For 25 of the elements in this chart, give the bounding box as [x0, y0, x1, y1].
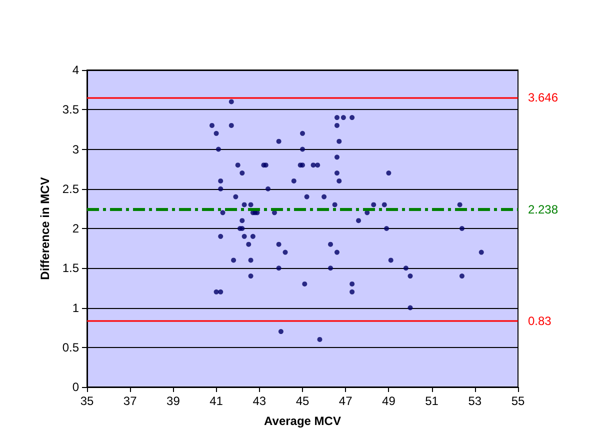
- y-axis-title: Difference in MCV: [38, 177, 52, 280]
- x-tick-label: 45: [296, 394, 310, 408]
- y-tick-label: 2: [72, 222, 80, 236]
- x-axis-title: Average MCV: [264, 414, 341, 428]
- y-tick-label: 4: [72, 63, 80, 77]
- y-tick-label: 1: [72, 300, 80, 315]
- x-tick-label: 35: [80, 394, 94, 408]
- y-tick-label: 3: [72, 142, 80, 156]
- y-tick-label: 1.5: [62, 261, 80, 276]
- y-tick-label: 0.5: [62, 340, 80, 354]
- x-tick-label: 37: [123, 394, 138, 408]
- x-tick-label: 55: [511, 394, 525, 408]
- x-tick-label: 39: [166, 394, 180, 408]
- y-tick-label: 0: [72, 380, 80, 394]
- x-tick-label: 53: [468, 394, 482, 408]
- x-tick-label: 47: [338, 394, 353, 408]
- x-tick-label: 51: [425, 394, 439, 408]
- x-tick-label: 49: [382, 394, 396, 408]
- ref-line-label: 3.646: [528, 90, 558, 105]
- y-tick-label: 2.5: [62, 182, 80, 196]
- ref-line-label: 2.238: [528, 202, 558, 216]
- x-tick-label: 43: [252, 394, 266, 408]
- x-tick-label: 41: [210, 394, 224, 408]
- y-tick-label: 3.5: [62, 102, 80, 117]
- ref-line-label: 0.83: [528, 314, 552, 328]
